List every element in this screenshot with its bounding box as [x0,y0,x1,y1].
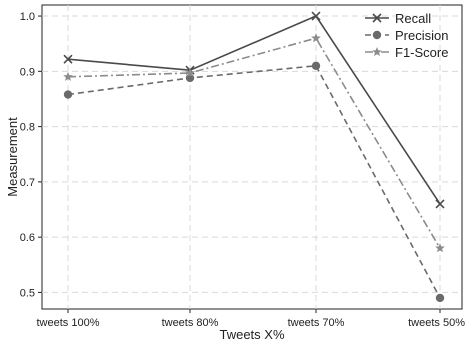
legend-label-recall: Recall [395,11,431,26]
x-axis-ticks: tweets 100% tweets 80% tweets 70% tweets 50… [37,309,466,329]
y-tick-label: 0.7 [20,177,35,189]
y-tick-label: 0.8 [20,122,35,134]
legend-label-precision: Precision [395,28,448,43]
x-tick-label: tweets 100% [37,317,100,329]
legend-label-f1-score: F1-Score [395,45,448,60]
x-axis-label: Tweets X% [219,327,284,342]
legend-marker-precision [373,31,381,39]
y-tick-label: 0.6 [20,232,35,244]
x-tick-label: tweets 70% [288,317,345,329]
y-axis-ticks: 0.5 0.6 0.7 0.8 0.9 1.0 [20,11,42,299]
x-tick-label: tweets 50% [408,317,465,329]
x-tick-label: tweets 80% [162,317,219,329]
y-tick-label: 0.5 [20,287,35,299]
y-tick-label: 0.9 [20,66,35,78]
y-tick-label: 1.0 [20,11,35,23]
data-point-precision [436,294,444,302]
data-point-precision [64,90,72,98]
y-axis-label: Measurement [5,117,20,197]
data-point-precision [312,62,320,70]
